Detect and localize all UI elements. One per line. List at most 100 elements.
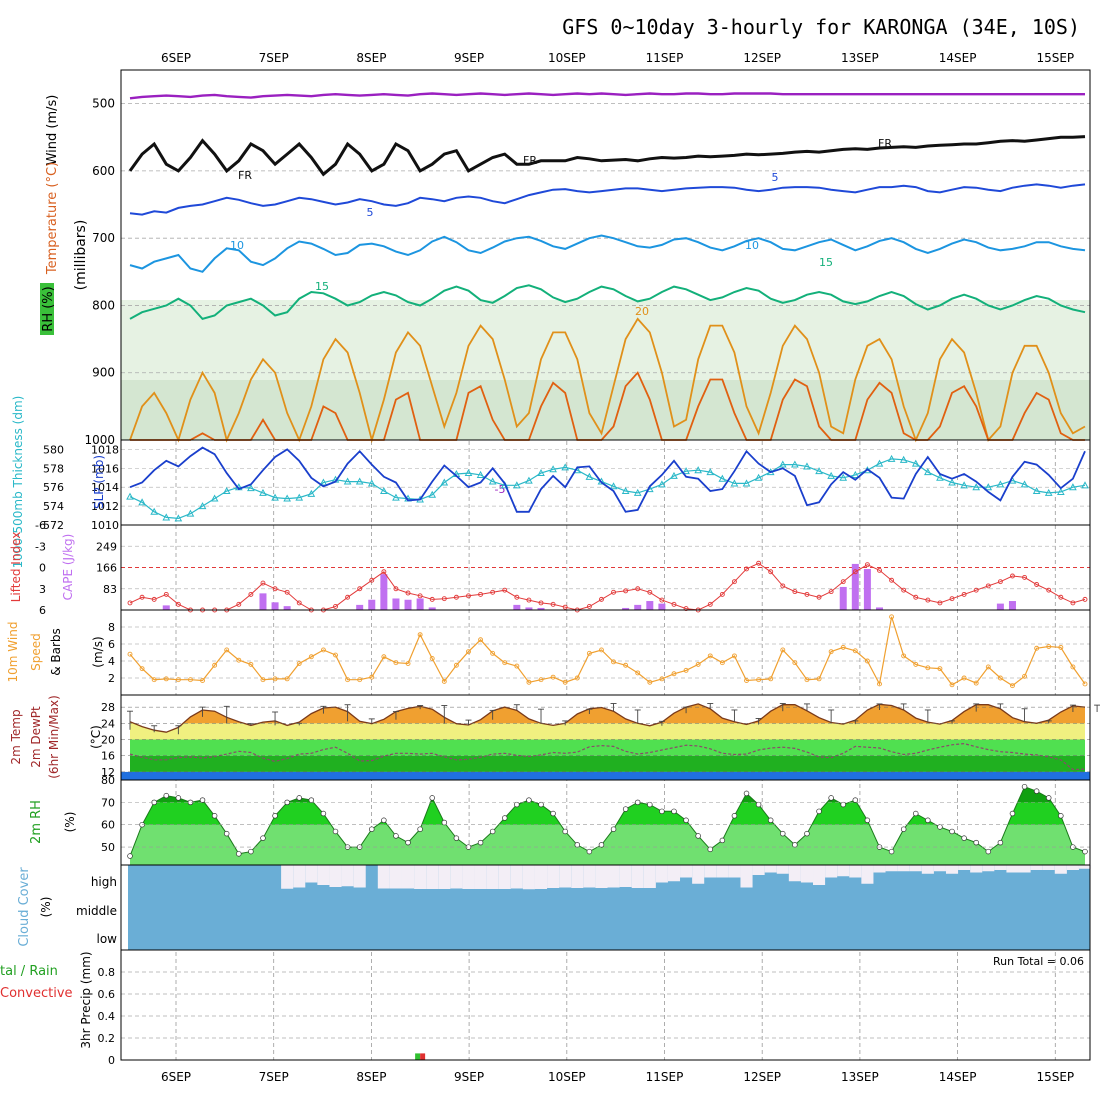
li-point	[260, 580, 266, 586]
day-label-bottom: 15SEP	[1036, 1070, 1074, 1084]
thickness-point	[525, 476, 533, 484]
li-point	[707, 601, 713, 607]
cloud-high-gap	[933, 865, 946, 872]
label-lifted-index: Lifted Index	[9, 532, 23, 603]
cloud-high-gap	[728, 865, 741, 878]
cape-bar	[996, 603, 1004, 610]
li-point	[345, 594, 351, 600]
li-point	[889, 577, 895, 583]
thickness-point	[827, 471, 835, 479]
contour-label: FR	[238, 169, 252, 182]
li-point	[719, 591, 725, 597]
rh-point	[550, 810, 556, 817]
rh-point	[393, 833, 399, 839]
cape-bar	[863, 569, 871, 610]
rh-point	[659, 808, 665, 815]
wind-speed-point	[163, 676, 169, 682]
rh-point	[441, 819, 448, 826]
rh-point	[695, 833, 701, 839]
thickness-point	[1044, 488, 1053, 496]
cape-bar	[380, 574, 388, 610]
rh-point	[949, 828, 955, 835]
rh-point	[1033, 788, 1040, 794]
cape-bar	[1008, 601, 1016, 610]
thickness-point	[718, 474, 727, 482]
precip-tick: 0.6	[98, 988, 116, 1001]
li-point	[284, 589, 290, 595]
cape-bar	[658, 603, 666, 610]
rh-tick: 80	[101, 774, 115, 787]
cape-bar	[839, 586, 847, 610]
day-label-bottom: 8SEP	[356, 1070, 386, 1084]
li-point	[586, 604, 592, 609]
rh-point	[647, 801, 653, 808]
rh-point	[175, 795, 182, 801]
wind-speed-point	[393, 660, 399, 666]
precip-tick: 0.2	[98, 1032, 116, 1045]
li-point	[731, 579, 737, 585]
cape-bar	[162, 605, 170, 610]
panel-frame	[120, 949, 1091, 1061]
li-point	[744, 566, 749, 572]
li-point	[1046, 587, 1052, 593]
cloud-high-gap	[1054, 865, 1067, 874]
cloud-high-gap	[970, 865, 983, 873]
cloud-high-gap	[571, 865, 584, 888]
rh-point	[562, 828, 568, 835]
rh-point	[501, 815, 508, 821]
rh-point	[1045, 795, 1052, 801]
temp-base-band	[121, 771, 1090, 780]
rh-point	[610, 826, 617, 832]
thickness-point	[126, 492, 134, 500]
panel-frame	[120, 439, 1091, 526]
precip-conv-bar	[420, 1053, 426, 1060]
cloud-high-gap	[837, 865, 850, 877]
thickness-point	[887, 454, 896, 462]
day-label-bottom: 12SEP	[743, 1070, 781, 1084]
cape-tick: 166	[96, 562, 117, 575]
rh-point	[925, 817, 931, 824]
li-point	[647, 589, 653, 595]
cloud-high-gap	[619, 865, 632, 887]
thickness-point	[295, 493, 304, 501]
cloud-high-gap	[401, 865, 415, 889]
li-point	[381, 569, 387, 575]
thickness-point	[633, 488, 642, 496]
wind-speed-point	[308, 654, 314, 660]
rh-point	[683, 817, 689, 824]
thickness-point	[222, 486, 231, 494]
cloud-high-gap	[667, 865, 681, 882]
cloud-high-gap	[1030, 865, 1043, 870]
rh-point	[405, 839, 411, 846]
li-tick: 6	[39, 604, 46, 617]
contour-label: 10	[745, 239, 759, 252]
li-point	[441, 596, 447, 602]
thickness-point	[440, 478, 449, 486]
wind-speed-point	[1082, 681, 1088, 687]
cloud-high-gap	[740, 865, 753, 888]
rh-point	[381, 817, 387, 824]
cloud-high-gap	[825, 865, 838, 878]
contour-label: 5	[367, 206, 374, 219]
rh-point	[369, 826, 375, 832]
li-point	[526, 597, 532, 603]
contour-label: -5	[495, 483, 506, 496]
thickness-point	[609, 482, 618, 490]
wind-speed-point	[127, 651, 133, 657]
thickness-point	[537, 469, 545, 477]
rh-point	[199, 797, 206, 803]
cloud-level-label: high	[91, 875, 117, 889]
cloud-high-gap	[389, 865, 402, 889]
cape-bar	[634, 604, 642, 610]
rh-point	[477, 839, 484, 846]
wind-speed-point	[212, 662, 218, 668]
cloud-high-gap	[559, 865, 572, 888]
thickness-point	[1081, 481, 1089, 489]
li-point	[756, 560, 762, 566]
rh-point	[429, 795, 435, 801]
cape-bar	[537, 607, 545, 610]
cloud-high-gap	[462, 865, 475, 889]
thickness-point	[1020, 480, 1029, 488]
pressure-tick: 700	[92, 231, 115, 245]
cloud-high-gap	[776, 865, 789, 874]
